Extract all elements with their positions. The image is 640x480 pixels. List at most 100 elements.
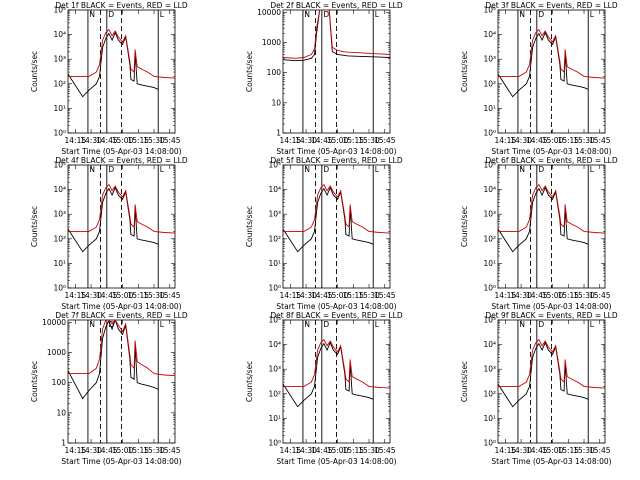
x-tick-label: 15:00 xyxy=(327,136,349,145)
x-tick-label: 15:00 xyxy=(112,291,134,300)
panel-det-9f: Det 9f BLACK = Events, RED = LLD Counts/s… xyxy=(460,311,618,466)
y-tick-label: 10¹ xyxy=(53,104,66,113)
series-events-line xyxy=(498,31,589,98)
x-axis-label: Start Time (05-Apr-03 14:08:00) xyxy=(491,147,611,156)
y-tick-label: 10² xyxy=(268,389,281,398)
y-tick-label: 10⁰ xyxy=(268,284,281,293)
x-tick-label: 14:15 xyxy=(280,136,302,145)
x-tick-label: 15:30 xyxy=(143,136,165,145)
series-events-line xyxy=(283,10,390,62)
y-tick-label: 10¹ xyxy=(483,259,496,268)
x-tick-label: 15:45 xyxy=(589,446,611,455)
x-tick-label: 15:45 xyxy=(159,291,181,300)
x-tick-label: 14:45 xyxy=(96,291,118,300)
marker-label: D xyxy=(323,320,329,329)
x-tick-label: 14:45 xyxy=(526,136,548,145)
marker-label: N xyxy=(89,10,95,19)
y-tick-label: 10⁵ xyxy=(483,6,496,15)
marker-label: L xyxy=(590,165,595,174)
y-tick-label: 10⁵ xyxy=(268,161,281,170)
marker-label: L xyxy=(375,10,380,19)
x-tick-label: 14:45 xyxy=(311,136,333,145)
marker-label: L xyxy=(590,320,595,329)
x-tick-label: 15:15 xyxy=(127,446,149,455)
x-axis-label: Start Time (05-Apr-03 14:08:00) xyxy=(61,457,181,466)
marker-label: L xyxy=(160,10,165,19)
y-tick-label: 10¹ xyxy=(268,259,281,268)
x-tick-label: 15:00 xyxy=(542,446,564,455)
x-tick-label: 14:15 xyxy=(65,446,87,455)
y-tick-label: 10⁴ xyxy=(268,340,281,349)
panel-det-6f: Det 6f BLACK = Events, RED = LLD Counts/s… xyxy=(460,156,618,311)
y-tick-label: 10⁰ xyxy=(53,129,66,138)
y-tick-label: 10³ xyxy=(268,210,281,219)
y-axis-label: Counts/sec xyxy=(245,361,254,402)
x-tick-label: 14:30 xyxy=(510,136,532,145)
y-tick-label: 10⁴ xyxy=(483,340,496,349)
marker-label: L xyxy=(375,165,380,174)
y-tick-label: 10⁴ xyxy=(268,185,281,194)
y-axis-label: Counts/sec xyxy=(245,51,254,92)
x-tick-label: 15:30 xyxy=(573,291,595,300)
marker-label: D xyxy=(323,10,329,19)
x-tick-label: 15:00 xyxy=(542,136,564,145)
x-tick-label: 14:45 xyxy=(96,136,118,145)
y-tick-label: 1000 xyxy=(262,38,281,47)
series-lld-line xyxy=(283,338,390,389)
y-tick-label: 10³ xyxy=(483,55,496,64)
x-axis-label: Start Time (05-Apr-03 14:08:00) xyxy=(276,147,396,156)
x-axis-label: Start Time (05-Apr-03 14:08:00) xyxy=(491,302,611,311)
y-tick-label: 10000 xyxy=(42,318,66,327)
y-tick-label: 10³ xyxy=(53,210,66,219)
y-tick-label: 10⁰ xyxy=(53,284,66,293)
series-lld-line xyxy=(283,183,390,234)
x-tick-label: 15:00 xyxy=(112,136,134,145)
x-tick-label: 15:45 xyxy=(589,136,611,145)
x-tick-label: 14:45 xyxy=(526,446,548,455)
y-tick-label: 10⁵ xyxy=(483,316,496,325)
series-events-line xyxy=(283,341,374,408)
x-tick-label: 14:30 xyxy=(295,291,317,300)
y-tick-label: 10⁴ xyxy=(483,30,496,39)
marker-label: D xyxy=(538,320,544,329)
x-axis-label: Start Time (05-Apr-03 14:08:00) xyxy=(276,302,396,311)
x-axis-label: Start Time (05-Apr-03 14:08:00) xyxy=(61,302,181,311)
marker-label: L xyxy=(590,10,595,19)
x-tick-label: 15:30 xyxy=(573,136,595,145)
x-tick-label: 15:00 xyxy=(327,291,349,300)
x-tick-label: 15:45 xyxy=(159,136,181,145)
y-tick-label: 10¹ xyxy=(268,414,281,423)
x-tick-label: 14:45 xyxy=(311,446,333,455)
y-tick-label: 10³ xyxy=(483,210,496,219)
y-tick-label: 1 xyxy=(61,439,66,448)
y-tick-label: 10⁰ xyxy=(483,129,496,138)
y-tick-label: 1 xyxy=(276,129,281,138)
x-tick-label: 14:30 xyxy=(80,446,102,455)
y-tick-label: 10⁰ xyxy=(483,284,496,293)
y-axis-label: Counts/sec xyxy=(30,206,39,247)
y-axis-label: Counts/sec xyxy=(460,206,469,247)
y-tick-label: 10² xyxy=(483,234,496,243)
y-axis-label: Counts/sec xyxy=(460,51,469,92)
panel-det-2f: Det 2f BLACK = Events, RED = LLD Counts/s… xyxy=(245,1,403,156)
y-tick-label: 10⁰ xyxy=(483,439,496,448)
y-tick-label: 10³ xyxy=(483,365,496,374)
y-tick-label: 10⁵ xyxy=(53,6,66,15)
x-tick-label: 14:15 xyxy=(495,446,517,455)
series-events-line xyxy=(283,186,374,253)
x-tick-label: 14:45 xyxy=(311,291,333,300)
panel-title: Det 3f BLACK = Events, RED = LLD xyxy=(485,1,618,10)
x-tick-label: 15:15 xyxy=(127,291,149,300)
marker-label: L xyxy=(375,320,380,329)
y-axis-label: Counts/sec xyxy=(30,51,39,92)
panel-det-8f: Det 8f BLACK = Events, RED = LLD Counts/s… xyxy=(245,311,403,466)
x-tick-label: 14:15 xyxy=(280,446,302,455)
x-tick-label: 14:15 xyxy=(280,291,302,300)
x-tick-label: 15:15 xyxy=(127,136,149,145)
y-axis-label: Counts/sec xyxy=(245,206,254,247)
series-events-line xyxy=(498,341,589,408)
y-axis-label: Counts/sec xyxy=(460,361,469,402)
y-tick-label: 100 xyxy=(267,68,282,77)
marker-label: D xyxy=(538,165,544,174)
x-tick-label: 14:30 xyxy=(510,291,532,300)
